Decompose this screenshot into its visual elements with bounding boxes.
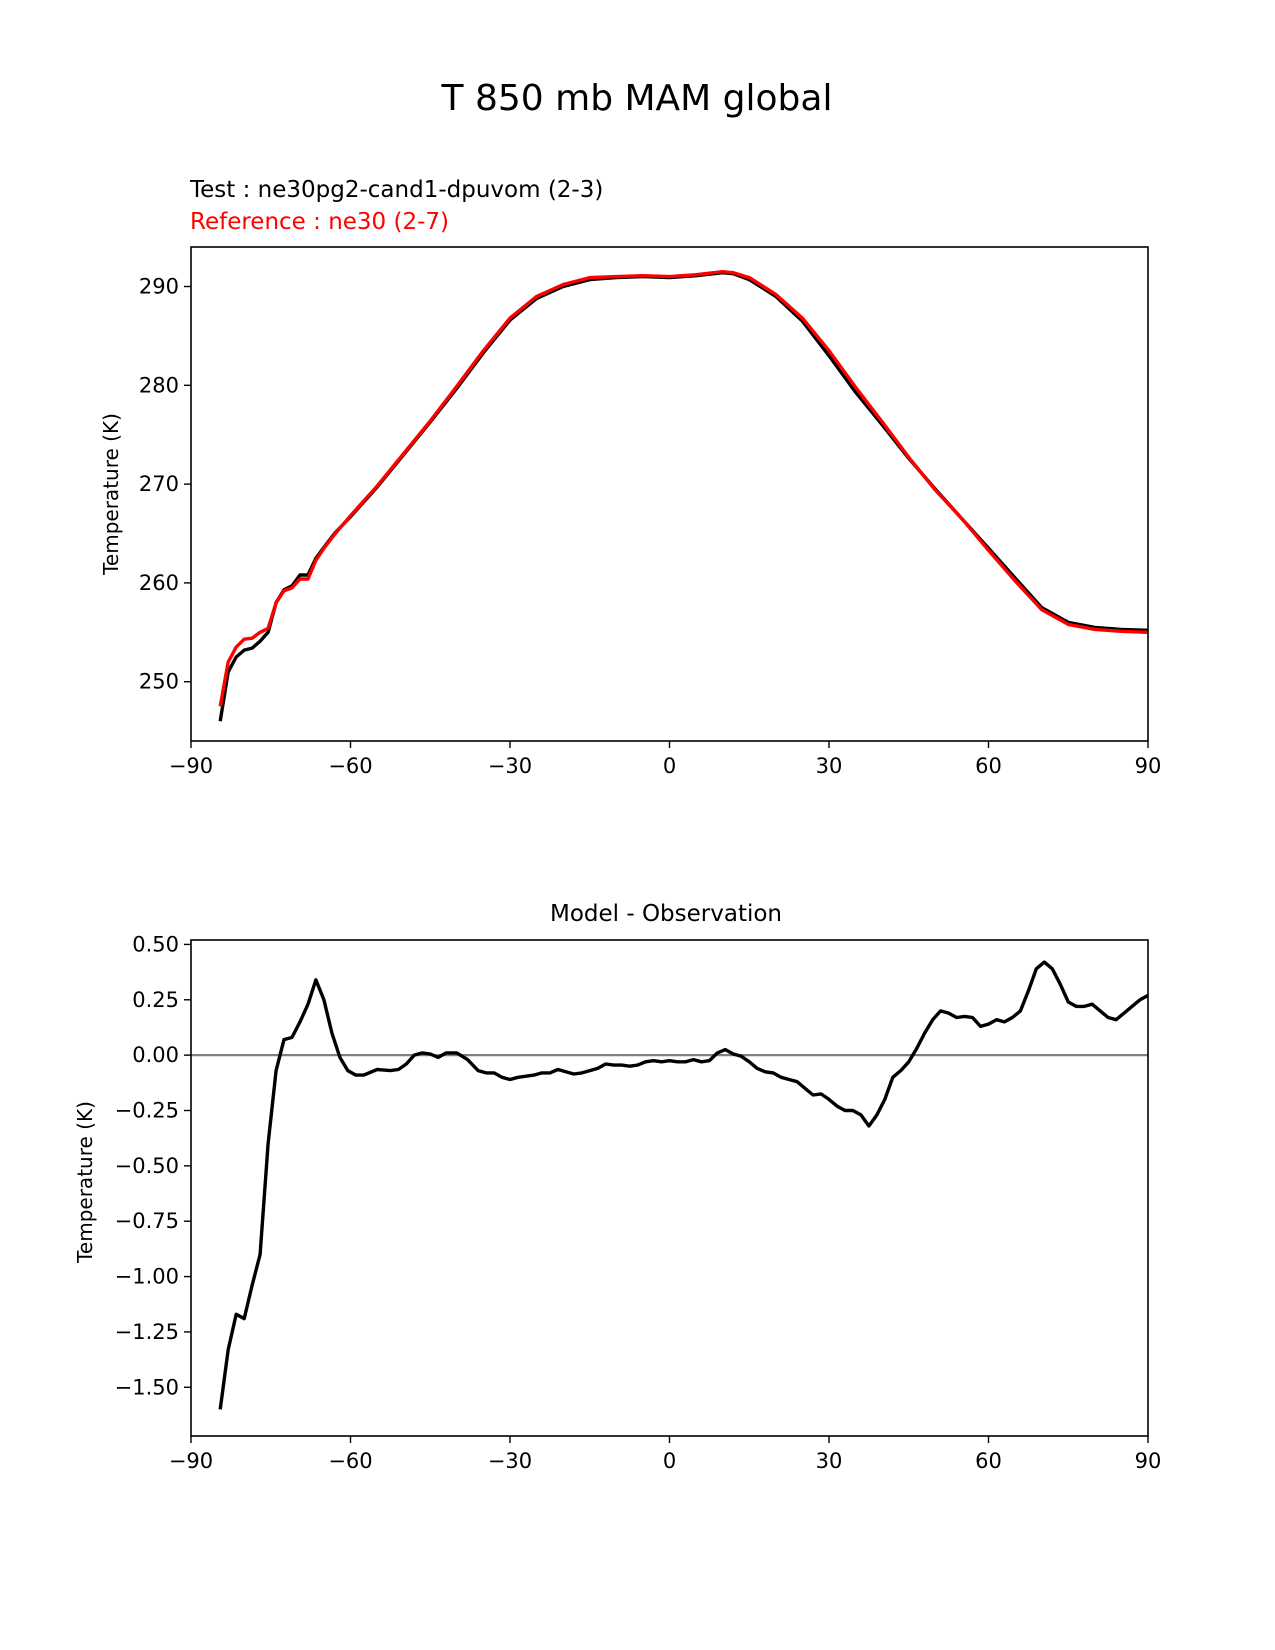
top-plot-frame bbox=[190, 246, 1149, 742]
top-x-tick-label: 60 bbox=[975, 754, 1002, 778]
bottom-y-tick-label: −0.25 bbox=[115, 1099, 179, 1123]
bottom-y-tick-label: −0.75 bbox=[115, 1209, 179, 1233]
top-panel: Test : ne30pg2-cand1-dpuvom (2-3) Refere… bbox=[99, 177, 1161, 778]
bottom-series-0-line bbox=[218, 960, 1149, 1410]
top-y-tick-label: 260 bbox=[139, 571, 179, 595]
bottom-x-tick-label: −90 bbox=[169, 1449, 213, 1473]
bottom-y-tick-label: −0.50 bbox=[115, 1154, 179, 1178]
top-y-axis-label: Temperature (K) bbox=[99, 413, 123, 576]
top-x-tick-label: 30 bbox=[816, 754, 843, 778]
bottom-x-tick-label: 60 bbox=[975, 1449, 1002, 1473]
bottom-x-tick-label: 0 bbox=[663, 1449, 676, 1473]
bottom-plot-frame bbox=[190, 939, 1149, 1437]
top-series-1-line bbox=[218, 270, 1149, 707]
test-label: Test : ne30pg2-cand1-dpuvom (2-3) bbox=[189, 177, 603, 203]
top-x-tick-label: −90 bbox=[169, 754, 213, 778]
bottom-x-tick-label: −60 bbox=[328, 1449, 372, 1473]
reference-label: Reference : ne30 (2-7) bbox=[190, 209, 449, 235]
top-x-tick-label: −30 bbox=[488, 754, 532, 778]
bottom-y-axis-label: Temperature (K) bbox=[73, 1101, 97, 1264]
bottom-y-tick-label: 0.00 bbox=[132, 1043, 179, 1067]
bottom-panel: Model - Observation Temperature (K) −90 −… bbox=[73, 901, 1161, 1473]
top-x-tick-label: 90 bbox=[1135, 754, 1162, 778]
top-x-tick-label: 0 bbox=[663, 754, 676, 778]
figure-title: T 850 mb MAM global bbox=[441, 78, 833, 119]
top-y-tick-label: 270 bbox=[139, 472, 179, 496]
bottom-x-tick-label: 30 bbox=[816, 1449, 843, 1473]
top-y-tick-label: 290 bbox=[139, 275, 179, 299]
bottom-x-tick-label: −30 bbox=[488, 1449, 532, 1473]
bottom-y-tick-label: −1.50 bbox=[115, 1375, 179, 1399]
top-y-tick-label: 250 bbox=[139, 670, 179, 694]
bottom-x-tick-label: 90 bbox=[1135, 1449, 1162, 1473]
bottom-y-tick-label: 0.50 bbox=[132, 932, 179, 956]
top-x-tick-label: −60 bbox=[328, 754, 372, 778]
bottom-y-tick-label: 0.25 bbox=[132, 988, 179, 1012]
bottom-y-tick-label: −1.25 bbox=[115, 1320, 179, 1344]
bottom-y-tick-label: −1.00 bbox=[115, 1265, 179, 1289]
bottom-title: Model - Observation bbox=[550, 901, 782, 927]
top-series-0-line bbox=[218, 271, 1149, 722]
top-y-tick-label: 280 bbox=[139, 373, 179, 397]
